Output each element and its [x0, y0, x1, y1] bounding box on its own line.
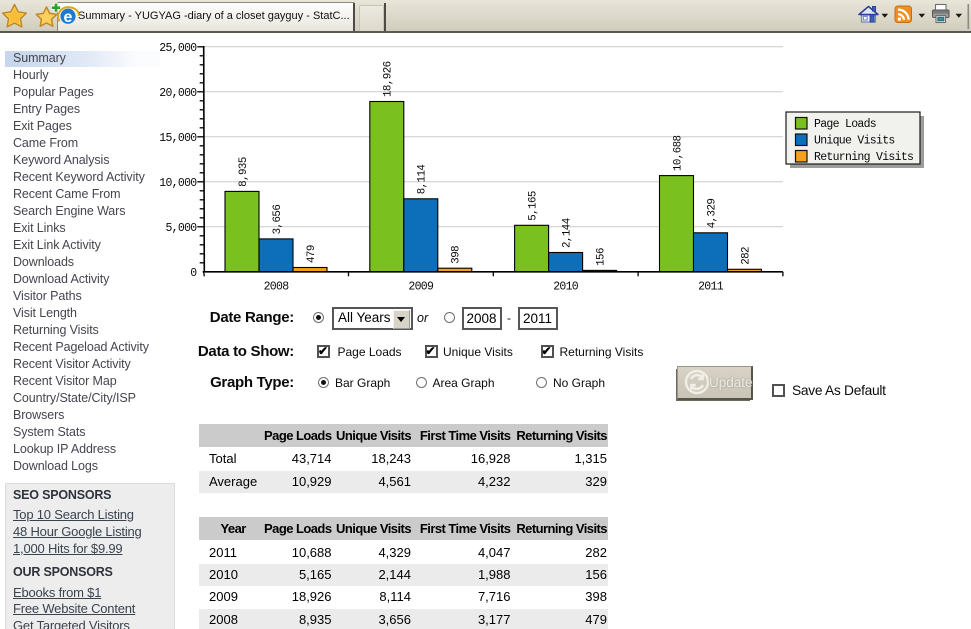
svg-text:2,144: 2,144 — [561, 218, 573, 248]
svg-text:10,000: 10,000 — [159, 177, 197, 190]
svg-text:4,329: 4,329 — [706, 199, 718, 229]
svg-text:15,000: 15,000 — [159, 132, 197, 145]
svg-text:8,935: 8,935 — [238, 157, 250, 187]
svg-text:10,688: 10,688 — [672, 135, 684, 171]
svg-text:398: 398 — [451, 246, 463, 264]
svg-text:2008: 2008 — [264, 281, 290, 294]
svg-text:2009: 2009 — [408, 281, 434, 294]
svg-text:20,000: 20,000 — [159, 87, 197, 100]
svg-text:0: 0 — [190, 267, 197, 280]
svg-text:Unique Visits: Unique Visits — [814, 135, 895, 148]
svg-text:e: e — [64, 9, 73, 26]
svg-text:156: 156 — [595, 248, 607, 266]
svg-text:5,000: 5,000 — [165, 222, 197, 235]
svg-text:Page Loads: Page Loads — [814, 118, 876, 131]
svg-text:18,926: 18,926 — [383, 61, 395, 97]
svg-text:Returning Visits: Returning Visits — [814, 151, 913, 164]
svg-text:25,000: 25,000 — [159, 42, 197, 55]
svg-text:479: 479 — [306, 245, 318, 263]
svg-text:2010: 2010 — [553, 281, 579, 294]
svg-text:5,165: 5,165 — [527, 191, 539, 221]
svg-text:8,114: 8,114 — [417, 165, 429, 195]
svg-text:282: 282 — [740, 247, 752, 265]
svg-text:2011: 2011 — [698, 281, 724, 294]
svg-text:3,656: 3,656 — [272, 205, 284, 235]
